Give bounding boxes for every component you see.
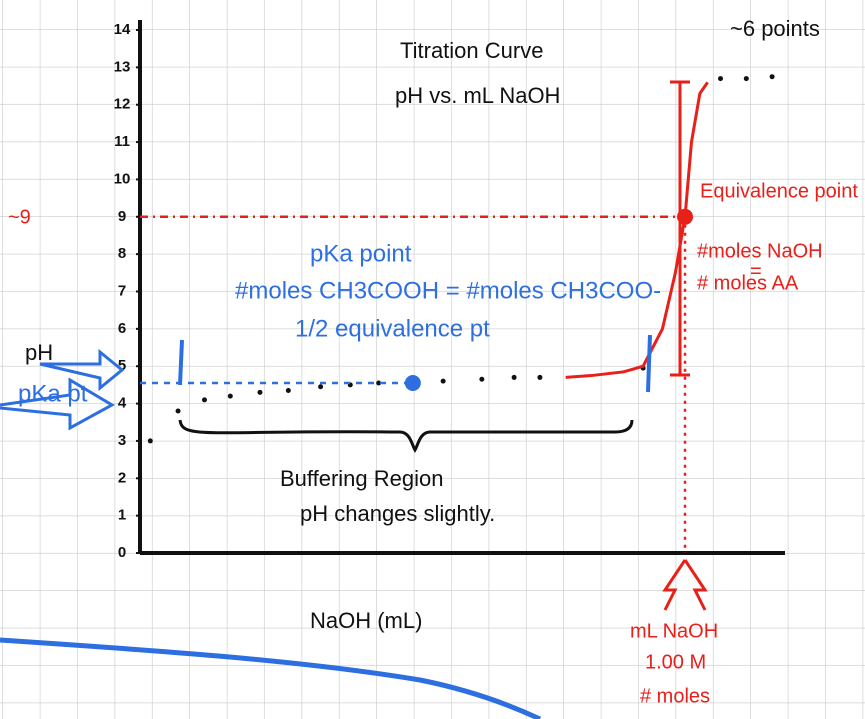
curve: [565, 81, 709, 379]
y-tick-label: 0: [118, 544, 126, 561]
note: #moles NaOH: [697, 240, 823, 262]
note: ~9: [8, 206, 31, 228]
note: pKa point: [310, 240, 412, 267]
point: [440, 378, 446, 384]
point: [718, 76, 723, 82]
bracket: [178, 334, 652, 393]
y-tick-label: 5: [118, 357, 126, 374]
y-tick-label: 1: [118, 507, 126, 524]
point: [257, 389, 263, 395]
y-tick-label: 11: [114, 133, 130, 150]
point: [202, 397, 207, 403]
point: [376, 380, 382, 386]
arrow: [0, 348, 125, 431]
note: mL NaOH: [630, 620, 718, 642]
y-tick-label: 12: [114, 96, 131, 113]
note: #moles CH3COOH = #moles CH3COO-: [235, 277, 661, 304]
y-tick-label: 2: [118, 469, 126, 486]
point: [743, 76, 749, 82]
y-tick-label: 14: [114, 21, 131, 38]
y-tick-label: 13: [114, 58, 131, 75]
arrow: [662, 559, 708, 611]
point: [285, 387, 291, 393]
scribble: [0, 637, 542, 719]
point: [175, 408, 181, 414]
note: =: [750, 260, 762, 282]
y-tick-label: 9: [118, 208, 126, 225]
point: [318, 384, 324, 390]
point: [537, 374, 543, 380]
note: pH: [25, 340, 53, 365]
note: 1.00 M: [645, 651, 706, 673]
note: # moles: [640, 685, 710, 707]
y-tick-label: 4: [118, 395, 127, 412]
note: ~6 points: [730, 16, 820, 41]
point: [479, 376, 485, 382]
y-tick-label: 8: [118, 245, 126, 262]
note: Buffering Region: [280, 466, 444, 491]
point: [769, 74, 775, 80]
chart-subtitle: pH vs. mL NaOH: [395, 83, 560, 108]
brace: [178, 419, 634, 453]
point: [147, 438, 153, 444]
y-tick-label: 6: [118, 320, 126, 337]
point: [227, 393, 233, 399]
point: [511, 374, 517, 380]
bracket: [670, 80, 690, 377]
y-tick-label: 10: [114, 170, 131, 187]
y-tick-label: 3: [118, 432, 126, 449]
note: 1/2 equivalence pt: [295, 315, 490, 342]
chart-title: Titration Curve: [400, 38, 543, 63]
note: pH changes slightly.: [300, 501, 495, 526]
x-axis-label: NaOH (mL): [310, 608, 422, 633]
pka-point: [404, 375, 421, 392]
note: # moles AA: [697, 272, 799, 294]
y-tick-label: 7: [118, 282, 126, 299]
note: Equivalence point: [700, 180, 858, 202]
